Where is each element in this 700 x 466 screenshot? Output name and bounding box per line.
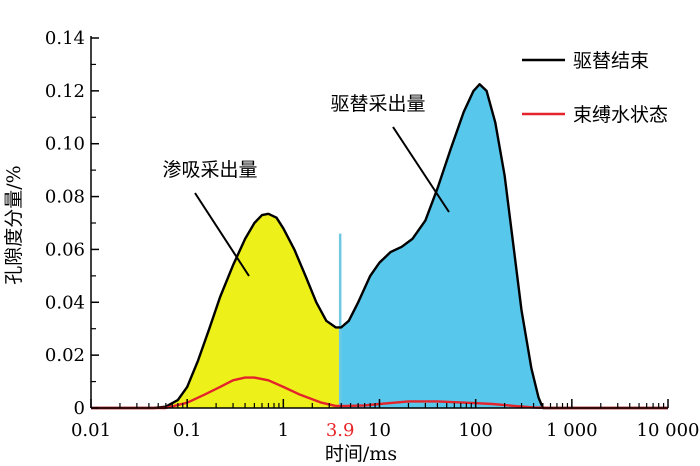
- y-tick-label: 0.02: [45, 345, 85, 366]
- region-label-1: 驱替采出量: [330, 93, 425, 115]
- x-tick-label: 10: [368, 420, 391, 441]
- cutoff-tick-label: 3.9: [326, 420, 355, 441]
- x-axis-ticks: 0.01 0.1 1 10 100 1 000 10 000 3.9: [71, 399, 700, 441]
- y-tick-label: 0.14: [45, 28, 85, 49]
- x-tick-label: 10 000: [637, 420, 700, 441]
- y-tick-label: 0.08: [45, 187, 85, 208]
- fill-regions: [91, 84, 668, 409]
- x-axis-title: 时间/ms: [325, 443, 397, 465]
- region-leader-line-0: [194, 192, 250, 277]
- legend-label-1: 束缚水状态: [573, 104, 668, 126]
- series-line-0: [91, 83, 668, 410]
- y-axis-ticks: 0 0.02 0.04 0.06 0.08 0.10 0.12 0.14: [45, 28, 99, 419]
- region-fill-1: [340, 84, 668, 409]
- legend-label-0: 驱替结束: [573, 50, 649, 72]
- y-tick-label: 0: [74, 398, 85, 419]
- x-tick-label: 100: [458, 420, 492, 441]
- y-tick-label: 0.12: [45, 81, 85, 102]
- y-tick-label: 0.10: [45, 134, 85, 155]
- x-tick-label: 0.01: [71, 420, 111, 441]
- region-leader-line-1: [392, 126, 450, 213]
- y-axis-title: 孔隙度分量/%: [3, 165, 25, 284]
- x-tick-label: 1: [278, 420, 289, 441]
- y-tick-label: 0.06: [45, 239, 85, 260]
- y-tick-label: 0.04: [45, 292, 85, 313]
- annotations: 渗吸采出量 驱替采出量: [162, 93, 450, 277]
- x-tick-label: 0.1: [173, 420, 202, 441]
- x-tick-label: 1 000: [546, 420, 598, 441]
- region-label-0: 渗吸采出量: [162, 159, 257, 181]
